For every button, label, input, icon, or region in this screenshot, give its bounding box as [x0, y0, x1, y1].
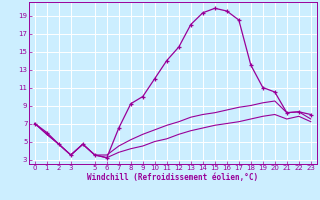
X-axis label: Windchill (Refroidissement éolien,°C): Windchill (Refroidissement éolien,°C): [87, 173, 258, 182]
